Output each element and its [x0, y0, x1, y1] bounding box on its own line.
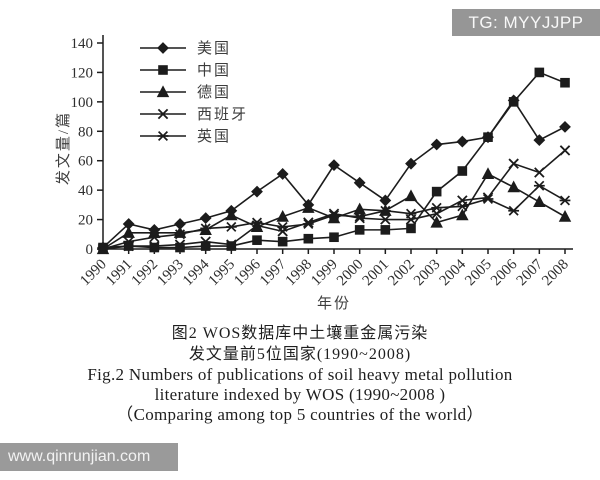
svg-text:1991: 1991: [103, 257, 136, 290]
svg-text:2001: 2001: [360, 257, 393, 290]
legend-item-uk: [140, 130, 186, 142]
svg-text:西班牙: 西班牙: [197, 106, 248, 123]
legend-item-usa: [140, 42, 186, 54]
svg-text:1994: 1994: [180, 256, 213, 289]
figure-captions: 图2 WOS数据库中土壤重金属污染 发文量前5位国家(1990~2008) Fi…: [0, 323, 600, 425]
svg-text:20: 20: [78, 213, 93, 229]
svg-text:1990: 1990: [77, 257, 110, 290]
svg-text:2008: 2008: [539, 257, 572, 290]
series-china: [98, 65, 570, 253]
legend-item-germany: [140, 85, 186, 98]
svg-text:美国: 美国: [197, 40, 231, 57]
svg-text:60: 60: [78, 154, 93, 170]
svg-text:2000: 2000: [334, 257, 367, 290]
svg-text:2007: 2007: [514, 256, 547, 289]
y-axis-label: 发文量/篇: [54, 111, 72, 185]
svg-text:中国: 中国: [197, 62, 231, 79]
caption-en-line1: Fig.2 Numbers of publications of soil he…: [87, 365, 513, 384]
svg-text:2004: 2004: [437, 256, 470, 289]
tick-labels: 0204060801001201401990199119921993199419…: [71, 36, 572, 289]
svg-text:100: 100: [71, 95, 94, 111]
legend-item-china: [140, 65, 186, 75]
caption-zh-line2: 发文量前5位国家(1990~2008): [188, 346, 412, 363]
svg-text:2005: 2005: [462, 257, 495, 290]
caption-en-line2: literature indexed by WOS (1990~2008 ): [154, 385, 446, 404]
svg-text:德国: 德国: [197, 83, 231, 101]
svg-text:120: 120: [71, 65, 94, 81]
series-spain: [97, 108, 571, 255]
svg-text:1996: 1996: [231, 256, 264, 289]
legend-item-spain: [140, 108, 186, 120]
svg-text:1999: 1999: [308, 257, 341, 290]
svg-text:80: 80: [78, 124, 93, 140]
svg-text:1993: 1993: [154, 257, 187, 290]
x-axis-label: 年份: [317, 295, 351, 312]
watermark-top: TG: MYYJJPP: [452, 9, 600, 36]
watermark-bottom: www.qinrunjian.com: [0, 443, 178, 471]
svg-text:2006: 2006: [488, 256, 521, 289]
svg-text:40: 40: [78, 183, 93, 199]
svg-text:140: 140: [71, 36, 94, 52]
svg-text:2002: 2002: [385, 257, 418, 290]
svg-text:英国: 英国: [197, 127, 231, 145]
line-chart: 0204060801001201401990199119921993199419…: [54, 35, 573, 312]
svg-text:0: 0: [86, 242, 94, 258]
svg-text:1995: 1995: [206, 257, 239, 290]
series-uk: [97, 130, 571, 255]
svg-text:2003: 2003: [411, 257, 444, 290]
svg-text:1992: 1992: [129, 257, 162, 290]
svg-text:1997: 1997: [257, 256, 290, 289]
caption-en-line3: （Comparing among top 5 countries of the …: [116, 405, 484, 424]
svg-text:1998: 1998: [283, 257, 316, 290]
caption-zh-line1: 图2 WOS数据库中土壤重金属污染: [171, 325, 429, 342]
